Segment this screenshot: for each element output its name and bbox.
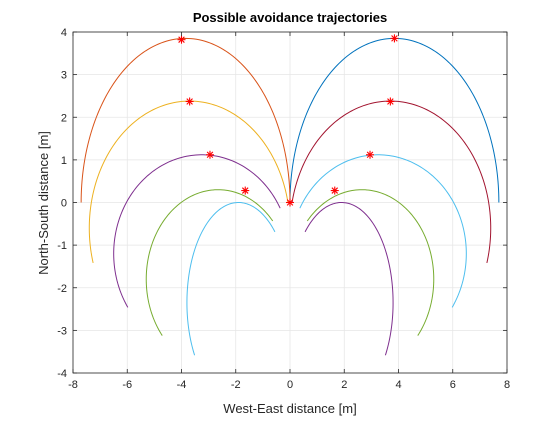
y-tick-label: -3 bbox=[57, 325, 67, 337]
trajectory-line-6 bbox=[145, 189, 274, 336]
x-tick-label: 8 bbox=[504, 379, 510, 391]
y-tick-label: 1 bbox=[61, 155, 67, 167]
star-marker-4 bbox=[205, 150, 214, 159]
ticks: -8 -6 -4 -2 0 2 4 6 8 -4 -3 -2 -1 0 1 2 3 4 bbox=[57, 27, 510, 391]
star-marker-4-stroke bbox=[206, 151, 214, 159]
star-marker-5 bbox=[366, 150, 375, 159]
y-tick-label: 3 bbox=[61, 70, 67, 82]
trajectory-line-2 bbox=[88, 100, 289, 264]
y-tick-label: -2 bbox=[57, 283, 67, 295]
x-tick-label: -6 bbox=[122, 379, 132, 391]
trajectory-line-8 bbox=[304, 201, 394, 356]
star-marker-0 bbox=[390, 34, 399, 43]
x-tick-label: 4 bbox=[395, 379, 401, 391]
marker-group bbox=[177, 34, 399, 207]
x-tick-label: 6 bbox=[450, 379, 456, 391]
star-marker-7 bbox=[330, 186, 339, 195]
x-tick-label: 2 bbox=[341, 379, 347, 391]
star-marker-2 bbox=[185, 97, 194, 106]
star-marker-1-stroke bbox=[178, 36, 185, 43]
x-tick-label: -8 bbox=[68, 379, 78, 391]
star-marker-6 bbox=[241, 186, 250, 195]
y-tick-label: 0 bbox=[61, 198, 67, 210]
y-tick-label: 2 bbox=[61, 112, 67, 124]
star-marker-2-stroke bbox=[186, 98, 193, 105]
chart-title: Possible avoidance trajectories bbox=[193, 10, 387, 25]
x-tick-label: 0 bbox=[287, 379, 293, 391]
trajectory-line-5 bbox=[299, 154, 467, 308]
origin-star-marker-stroke bbox=[286, 199, 294, 206]
star-marker-0-stroke bbox=[391, 35, 398, 42]
trajectory-line-3 bbox=[291, 100, 492, 264]
y-tick-label: -4 bbox=[57, 368, 67, 380]
star-marker-3 bbox=[386, 97, 395, 106]
trajectory-line-7 bbox=[306, 189, 435, 336]
star-marker-7-stroke bbox=[331, 187, 339, 194]
trajectory-line-1 bbox=[80, 37, 291, 203]
star-marker-5-stroke bbox=[366, 151, 374, 159]
x-axis-label: West-East distance [m] bbox=[223, 401, 356, 416]
origin-star-marker bbox=[286, 198, 294, 207]
trajectory-line-4 bbox=[113, 154, 281, 308]
x-tick-label: -2 bbox=[231, 379, 241, 391]
trajectory-line-9 bbox=[186, 201, 276, 356]
star-marker-1 bbox=[177, 35, 186, 44]
y-tick-label: 4 bbox=[61, 27, 67, 39]
x-tick-label: -4 bbox=[177, 379, 187, 391]
y-tick-label: -1 bbox=[57, 240, 67, 252]
star-marker-3-stroke bbox=[387, 98, 394, 105]
y-axis-label: North-South distance [m] bbox=[36, 131, 51, 275]
star-marker-6-stroke bbox=[241, 187, 249, 194]
